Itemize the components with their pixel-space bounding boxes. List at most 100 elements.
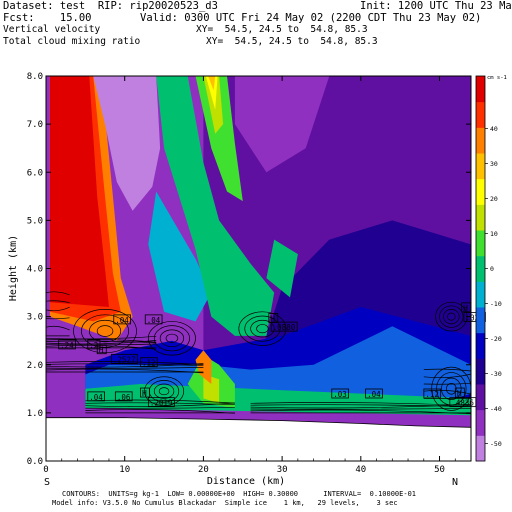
colorbar-tick-label: 30 — [490, 160, 498, 168]
label-text: .04 — [89, 393, 103, 402]
contour-line — [46, 338, 157, 343]
label-text: .04 — [147, 316, 161, 325]
contour-ring-line — [147, 321, 196, 356]
maximum-marker: H — [140, 387, 150, 398]
contour-line — [46, 325, 70, 331]
contour-line — [85, 402, 235, 406]
contour-line — [250, 404, 471, 407]
label-text: .2 — [89, 341, 98, 350]
contour-line — [423, 368, 471, 372]
contour-line — [250, 404, 471, 409]
label-text: .03 — [333, 390, 347, 399]
contour-line — [46, 300, 70, 304]
contour-value-label: .24 — [58, 339, 76, 350]
terrain-area — [46, 417, 471, 461]
colorbar-swatch — [476, 101, 485, 128]
field-region-6 — [148, 191, 212, 322]
x-tick-label: 20 — [198, 465, 209, 475]
contour-line — [85, 406, 235, 409]
label-box — [58, 339, 76, 350]
field-2-name: Total cloud mixing ratio — [3, 36, 141, 47]
valid-time: Valid: 0300 UTC Fri 24 May 02 (2200 CDT … — [140, 12, 482, 24]
contour-line — [46, 306, 70, 312]
contour-ring-line — [238, 311, 287, 346]
contour-line — [46, 335, 157, 340]
colorbar-swatch — [476, 281, 485, 308]
contour-ring-3 — [238, 311, 287, 346]
dataset-label: Dataset: test RIP: rip20020523_d3 — [3, 0, 218, 12]
colorbar-swatch — [476, 409, 485, 436]
axes: 0 10 20 30 40 50 0.0 1.0 2.0 3.0 4.0 5.0 6.0 7.0 8.0 — [27, 72, 472, 475]
label-box — [110, 353, 138, 364]
contour-ring-line — [446, 383, 457, 395]
field-region-20 — [195, 350, 212, 384]
label-box — [113, 314, 131, 325]
label-text: .2527 — [113, 355, 136, 364]
colorbar-swatch — [476, 178, 485, 205]
label-text: .04 — [367, 390, 381, 399]
contour-value-label: .04 — [365, 388, 383, 399]
field-region-19 — [93, 76, 161, 211]
contour-band-5 — [46, 291, 70, 337]
colorbar-tick-label: 0 — [490, 265, 494, 273]
y-tick-label: 7.0 — [27, 120, 43, 130]
label-text: .0880 — [273, 323, 296, 332]
label-box — [87, 391, 105, 402]
colorbar-swatch — [476, 204, 485, 231]
field-region-14 — [205, 76, 218, 110]
contour-line — [423, 373, 471, 379]
label-text: .024 — [465, 313, 484, 322]
contour-line — [46, 367, 204, 369]
y-tick-label: 2.0 — [27, 361, 43, 371]
label-box — [423, 388, 442, 399]
y-tick-label: 5.0 — [27, 216, 43, 226]
label-text: .06 — [117, 393, 131, 402]
colorbar-swatch — [476, 230, 485, 257]
x-tick-label: 0 — [43, 465, 48, 475]
contour-line — [423, 389, 471, 395]
y-axis-label: Height (km) — [8, 235, 19, 301]
y-tick-label: 3.0 — [27, 313, 43, 323]
colorbar-tick-label: -40 — [490, 405, 502, 413]
y-tick-label: 0.0 — [27, 457, 43, 467]
endpoint-right: N — [452, 477, 458, 488]
contour-ring-line — [244, 315, 281, 342]
contour-line — [46, 363, 204, 367]
contour-value-label: .04 — [87, 391, 105, 402]
contour-ring-line — [158, 387, 170, 396]
contour-ring-line — [250, 319, 275, 338]
colorbar-tick-label: 20 — [490, 195, 498, 203]
contour-line — [46, 291, 70, 296]
contour-line — [46, 344, 157, 350]
colorbar-swatch — [476, 127, 485, 154]
x-tick-label: 10 — [119, 465, 130, 475]
contour-value-label: .04 — [144, 314, 163, 325]
label-box — [114, 391, 133, 402]
contour-labels: .24.2.04.04H.2527.12.04.06 H.2019H.0880.0… — [58, 302, 486, 408]
colorbar-swatch — [476, 358, 485, 385]
colorbar-tick-label: -10 — [490, 300, 502, 308]
contour-line — [46, 317, 70, 320]
contour-ring-line — [73, 309, 137, 354]
colorbar-swatch — [476, 332, 485, 359]
field-region-18 — [49, 76, 109, 307]
colorbar-swatch — [476, 76, 485, 103]
contour-ring-line — [447, 312, 456, 321]
colorbar: 40 30 20 10 0 -10 -20 -30 -40 -50 — [475, 75, 502, 462]
label-box — [140, 387, 150, 398]
contour-ring-line — [81, 314, 129, 348]
colorbar-tick-label: 10 — [490, 230, 498, 238]
contour-ring-0 — [73, 309, 137, 354]
label-box — [140, 357, 158, 368]
label-text: H — [270, 314, 275, 323]
maximum-marker: H — [96, 344, 107, 355]
forecast-hour: Fcst: 15.00 — [3, 12, 92, 24]
colorbar-unit: cm s-1 — [487, 75, 507, 81]
contour-value-label: .2527 — [110, 353, 138, 364]
contour-ring-1 — [147, 321, 196, 356]
contour-line — [46, 361, 204, 365]
label-text: .2019 — [150, 399, 173, 408]
field-1-name: Vertical velocity — [3, 24, 101, 35]
colorbar-swatch — [476, 153, 485, 180]
colorbar-swatch — [476, 384, 485, 411]
